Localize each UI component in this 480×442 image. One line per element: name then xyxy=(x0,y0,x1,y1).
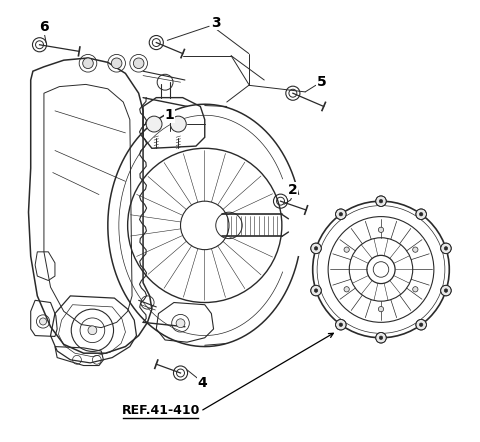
Circle shape xyxy=(170,116,186,132)
Circle shape xyxy=(378,227,384,232)
Circle shape xyxy=(413,287,418,292)
Circle shape xyxy=(441,285,451,296)
Circle shape xyxy=(339,213,343,216)
Circle shape xyxy=(379,199,383,203)
Circle shape xyxy=(314,247,318,250)
Circle shape xyxy=(376,332,386,343)
Circle shape xyxy=(336,320,346,330)
Circle shape xyxy=(344,247,349,252)
Circle shape xyxy=(376,196,386,206)
Text: 5: 5 xyxy=(317,75,326,89)
Circle shape xyxy=(336,209,346,220)
Circle shape xyxy=(39,318,47,325)
Text: 4: 4 xyxy=(198,376,207,390)
Circle shape xyxy=(176,319,185,328)
Text: 6: 6 xyxy=(39,20,49,34)
Circle shape xyxy=(344,287,349,292)
Circle shape xyxy=(311,243,321,254)
Circle shape xyxy=(413,247,418,252)
Text: 1: 1 xyxy=(165,108,174,122)
Text: REF.41-410: REF.41-410 xyxy=(121,404,200,417)
Circle shape xyxy=(420,323,423,327)
Text: 2: 2 xyxy=(288,183,298,197)
Circle shape xyxy=(83,58,93,69)
Circle shape xyxy=(420,213,423,216)
Text: 3: 3 xyxy=(211,16,221,30)
Circle shape xyxy=(444,289,448,292)
Circle shape xyxy=(379,336,383,339)
Circle shape xyxy=(88,326,97,335)
Circle shape xyxy=(416,320,426,330)
Circle shape xyxy=(311,285,321,296)
Circle shape xyxy=(314,289,318,292)
Circle shape xyxy=(378,306,384,312)
Circle shape xyxy=(146,116,162,132)
Circle shape xyxy=(111,58,122,69)
Circle shape xyxy=(444,247,448,250)
Circle shape xyxy=(133,58,144,69)
Circle shape xyxy=(416,209,426,220)
Circle shape xyxy=(339,323,343,327)
Circle shape xyxy=(441,243,451,254)
